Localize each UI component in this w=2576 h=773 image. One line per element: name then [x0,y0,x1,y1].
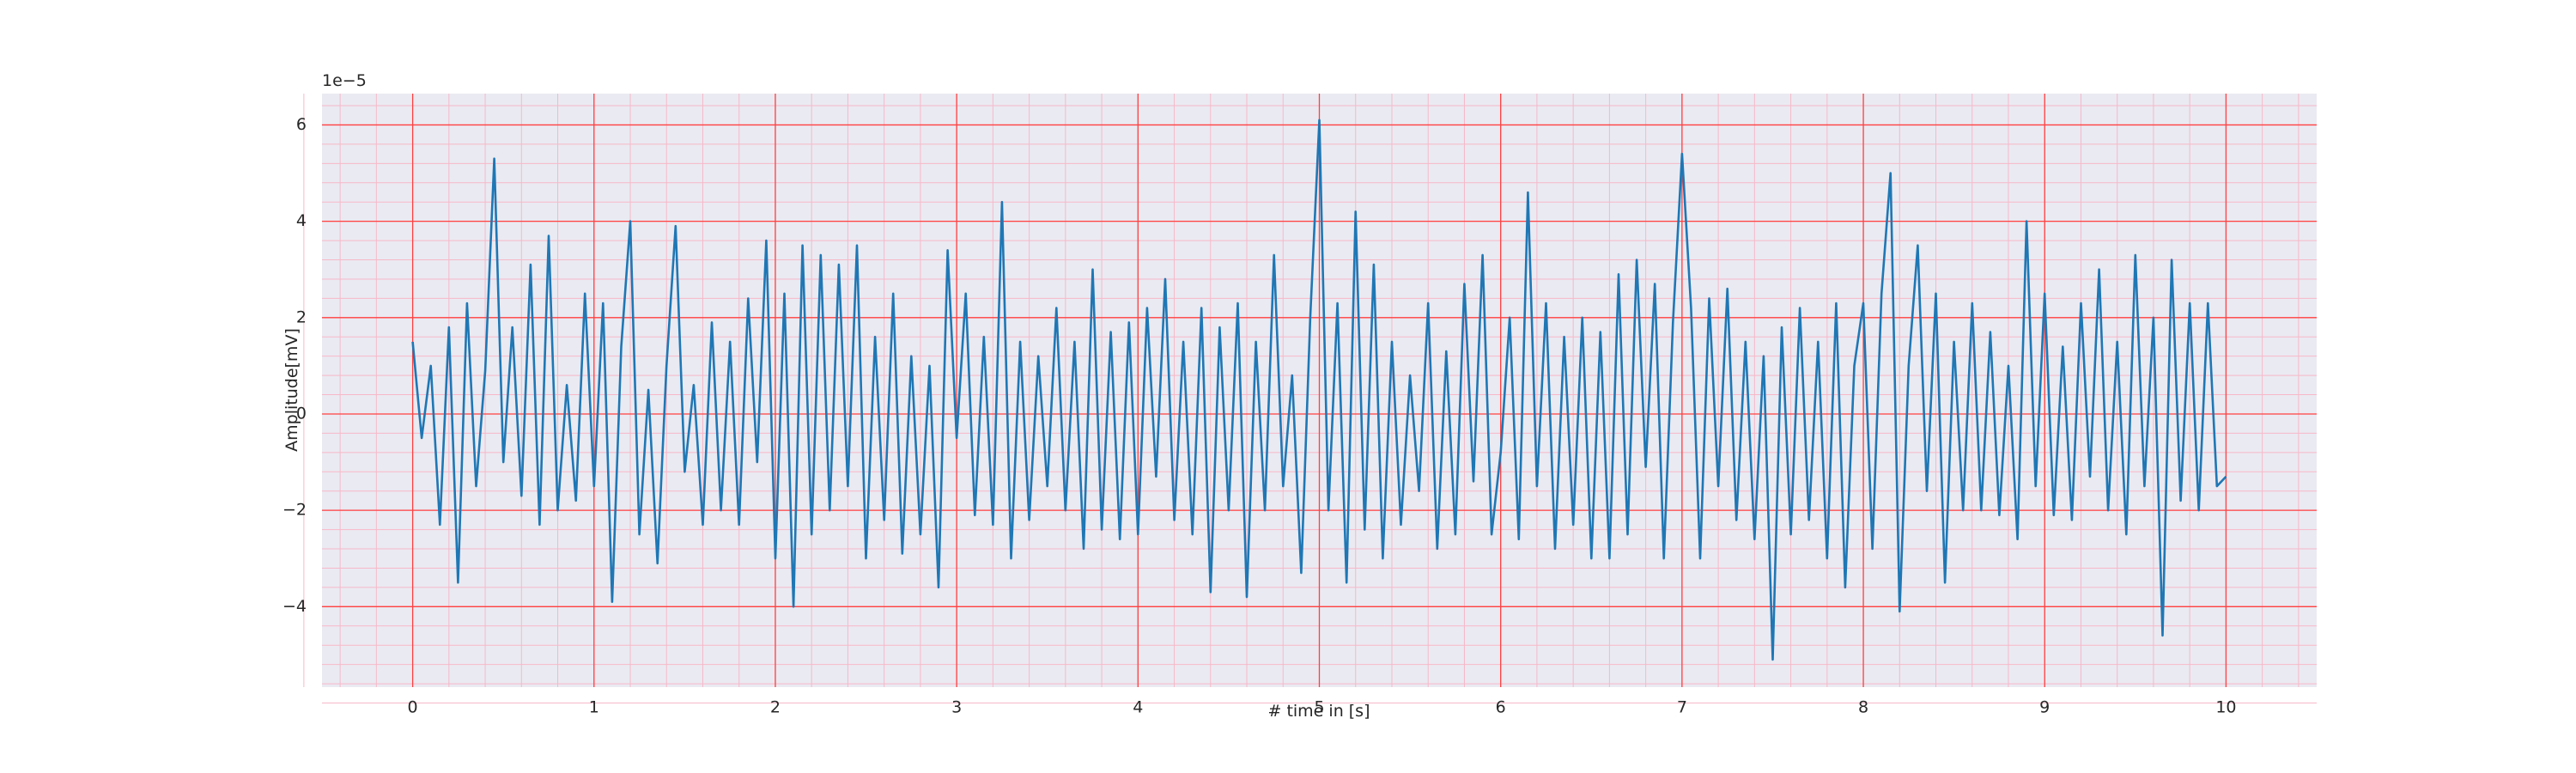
y-tick-label: 2 [296,307,307,326]
x-tick-label: 5 [1314,698,1324,717]
x-tick-label: 1 [589,698,599,717]
x-tick-label: 2 [770,698,781,717]
x-tick-label: 9 [2039,698,2050,717]
y-tick-label: −2 [283,501,307,520]
x-tick-label: 7 [1677,698,1687,717]
x-tick-label: 8 [1858,698,1868,717]
x-axis-label: # time in [s] [1267,702,1370,721]
x-tick-label: 6 [1496,698,1506,717]
y-tick-label: 6 [296,115,307,134]
y-axis-label: Amplitude[mV] [283,328,301,452]
x-tick-label: 3 [951,698,962,717]
data-line [411,119,2227,661]
y-tick-label: 0 [296,404,307,423]
y-tick-label: −4 [283,597,307,616]
x-tick-label: 4 [1133,698,1143,717]
x-tick-label: 10 [2215,698,2236,717]
x-tick-label: 0 [408,698,418,717]
y-offset-label: 1e−5 [322,71,367,90]
y-tick-label: 4 [296,211,307,230]
